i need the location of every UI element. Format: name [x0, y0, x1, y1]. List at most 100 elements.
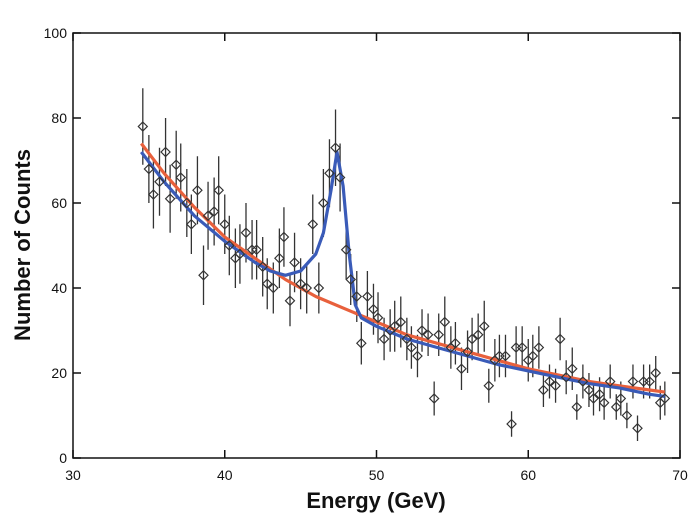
data-point: [627, 376, 639, 387]
data-point: [340, 244, 352, 256]
x-tick-label: 60: [520, 467, 536, 483]
data-point: [192, 184, 203, 196]
data-point: [500, 350, 511, 362]
fit-line: [140, 142, 666, 394]
data-point: [148, 189, 159, 200]
data-point: [506, 418, 517, 430]
data-point: [527, 350, 539, 362]
data-point: [516, 342, 528, 353]
data-point: [219, 218, 231, 230]
data-point: [154, 176, 165, 188]
data-point: [213, 184, 225, 196]
data-point: [164, 193, 176, 205]
data-point: [416, 325, 428, 336]
data-point: [428, 393, 440, 404]
data-point: [483, 380, 495, 392]
y-tick-label: 40: [51, 280, 67, 296]
data-point: [257, 261, 269, 273]
data-point: [439, 316, 451, 328]
fit-line: [140, 150, 666, 398]
x-tick-label: 30: [65, 467, 81, 483]
data-point: [186, 218, 197, 230]
data-point: [588, 393, 599, 404]
data-point: [301, 282, 313, 294]
y-tick-label: 60: [51, 195, 67, 211]
data-point: [604, 376, 616, 387]
data-point: [571, 401, 583, 413]
data-point: [544, 376, 555, 387]
data-point: [267, 282, 279, 294]
data-point: [462, 346, 473, 358]
data-point: [566, 363, 578, 375]
data-point: [577, 376, 589, 387]
data-point: [621, 410, 633, 421]
data-point: [318, 197, 329, 209]
data-point: [433, 329, 445, 341]
data-point: [478, 320, 490, 332]
data-point: [583, 384, 595, 396]
data-point: [378, 333, 390, 345]
data-point: [401, 333, 413, 345]
data-point: [594, 388, 605, 400]
data-point: [362, 291, 373, 302]
x-tick-label: 70: [672, 467, 688, 483]
data-point: [395, 316, 407, 328]
data-point: [372, 312, 384, 324]
y-tick-label: 0: [59, 450, 67, 466]
data-point: [278, 231, 290, 243]
x-axis-title: Energy (GeV): [306, 488, 445, 513]
data-point: [160, 146, 171, 158]
data-point: [307, 218, 319, 230]
data-point: [137, 121, 149, 132]
data-point: [450, 337, 461, 349]
data-point: [538, 384, 549, 396]
y-tick-label: 20: [51, 365, 67, 381]
data-point: [261, 278, 273, 290]
data-point: [274, 252, 285, 264]
data-point: [650, 367, 662, 379]
data-point: [644, 376, 655, 387]
data-point: [412, 350, 423, 362]
data-point: [170, 159, 182, 171]
data-point: [234, 248, 246, 260]
data-point: [198, 269, 209, 281]
data-point: [251, 244, 262, 256]
data-point: [368, 303, 379, 315]
data-point: [175, 172, 187, 183]
y-tick-label: 100: [44, 25, 68, 41]
data-point: [422, 329, 434, 341]
data-point: [610, 401, 622, 413]
data-point: [351, 291, 363, 302]
data-point: [246, 244, 258, 256]
data-point: [533, 342, 545, 353]
data-point: [284, 295, 296, 307]
data-point: [202, 210, 214, 222]
data-point: [345, 274, 357, 285]
data-point: [289, 257, 300, 268]
data-point: [223, 240, 235, 251]
data-point: [240, 227, 252, 239]
data-point: [554, 333, 566, 345]
data-point: [550, 380, 561, 392]
data-point: [313, 282, 325, 294]
data-point: [143, 163, 155, 175]
x-tick-label: 50: [369, 467, 385, 483]
data-point: [181, 197, 193, 209]
data-point: [632, 422, 643, 434]
data-point: [355, 337, 367, 349]
data-point: [295, 278, 306, 290]
data-point: [324, 167, 335, 179]
y-tick-label: 80: [51, 110, 67, 126]
data-point: [659, 393, 671, 404]
data-point: [456, 363, 467, 375]
data-point: [466, 333, 478, 345]
data-point: [615, 393, 627, 404]
y-axis-title: Number of Counts: [10, 149, 35, 341]
x-tick-label: 40: [217, 467, 233, 483]
data-point: [560, 371, 572, 383]
data-point: [330, 142, 341, 154]
data-point: [389, 320, 401, 332]
data-point: [208, 206, 220, 217]
data-point: [598, 397, 610, 409]
